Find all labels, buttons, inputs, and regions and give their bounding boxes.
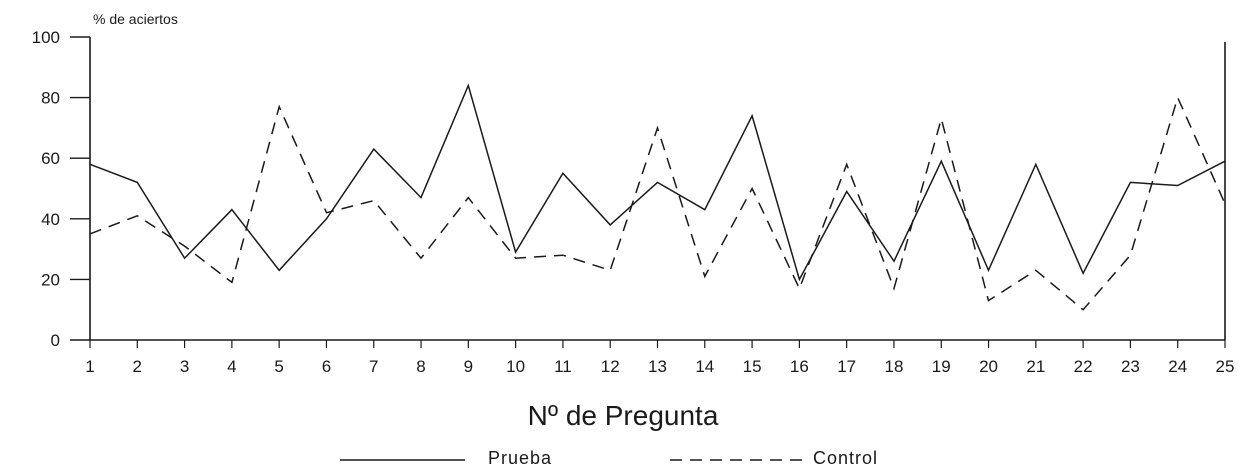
x-tick-label: 25 [1216, 357, 1235, 376]
x-tick-label: 2 [133, 357, 142, 376]
y-axis-ticks: 0 20 40 60 80 100 [32, 28, 90, 350]
x-tick-label: 18 [884, 357, 903, 376]
x-tick-label: 24 [1168, 357, 1187, 376]
legend: Prueba Control [340, 448, 878, 467]
y-tick-label: 60 [41, 149, 60, 168]
x-tick-label: 5 [274, 357, 283, 376]
x-axis-title: Nº de Pregunta [528, 400, 719, 431]
y-tick-label: 0 [51, 331, 60, 350]
x-tick-label: 19 [932, 357, 951, 376]
x-tick-label: 13 [648, 357, 667, 376]
x-tick-label: 22 [1074, 357, 1093, 376]
x-tick-label: 4 [227, 357, 236, 376]
x-tick-label: 14 [695, 357, 714, 376]
x-tick-label: 16 [790, 357, 809, 376]
y-tick-label: 100 [32, 28, 60, 47]
x-tick-label: 15 [743, 357, 762, 376]
x-tick-label: 20 [979, 357, 998, 376]
y-tick-label: 40 [41, 210, 60, 229]
x-tick-label: 10 [506, 357, 525, 376]
x-tick-label: 17 [837, 357, 856, 376]
series-line-control [89, 95, 1226, 311]
x-tick-label: 8 [416, 357, 425, 376]
x-tick-label: 11 [554, 357, 572, 376]
series-line-prueba [89, 83, 1226, 282]
series-lines [89, 83, 1226, 311]
x-tick-label: 23 [1121, 357, 1140, 376]
x-tick-label: 3 [180, 357, 189, 376]
legend-label-prueba: Prueba [488, 448, 552, 467]
legend-label-control: Control [813, 448, 878, 467]
x-tick-label: 12 [601, 357, 620, 376]
x-tick-label: 1 [85, 357, 94, 376]
x-tick-label: 6 [322, 357, 331, 376]
y-tick-label: 20 [41, 270, 60, 289]
x-tick-label: 21 [1026, 357, 1045, 376]
y-tick-label: 80 [41, 89, 60, 108]
chart-axes [89, 37, 1226, 341]
x-tick-label: 9 [464, 357, 473, 376]
y-axis-label: % de aciertos [93, 11, 178, 27]
x-axis-ticks: 1 2 3 4 5 6 7 8 9 10 11 12 13 14 15 16 17 18 19 20 21 22 23 24 2… [85, 340, 1234, 376]
x-tick-label: 7 [369, 357, 378, 376]
